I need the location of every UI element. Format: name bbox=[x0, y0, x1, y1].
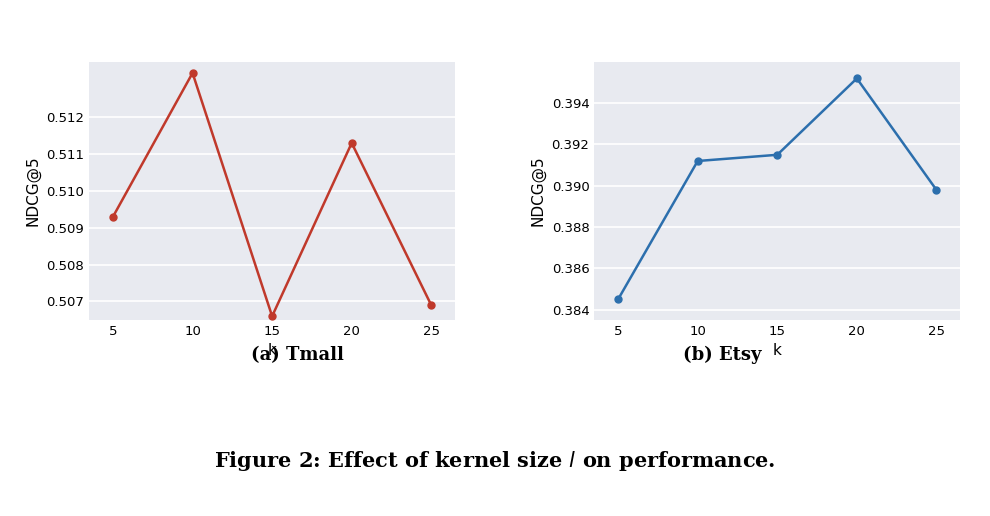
Y-axis label: NDCG@5: NDCG@5 bbox=[531, 156, 545, 226]
Text: Figure 2: Effect of kernel size $l$ on performance.: Figure 2: Effect of kernel size $l$ on p… bbox=[214, 449, 776, 473]
Y-axis label: NDCG@5: NDCG@5 bbox=[26, 156, 41, 226]
X-axis label: k: k bbox=[773, 343, 782, 358]
X-axis label: k: k bbox=[267, 343, 276, 358]
Text: (a) Tmall: (a) Tmall bbox=[250, 346, 344, 364]
Text: (b) Etsy: (b) Etsy bbox=[683, 346, 762, 364]
